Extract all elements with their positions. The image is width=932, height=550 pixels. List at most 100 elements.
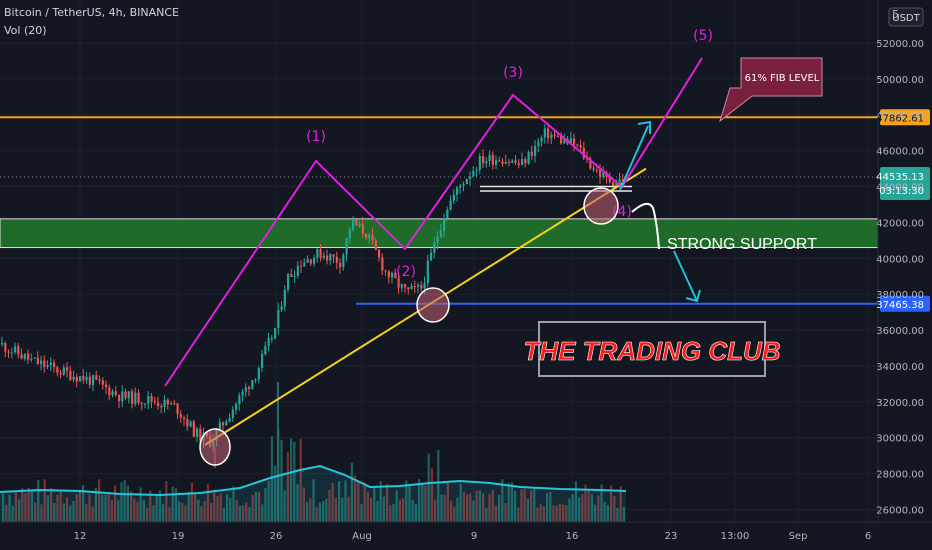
candle-body <box>556 135 559 137</box>
volume-bar <box>181 502 184 522</box>
candle <box>452 189 455 204</box>
candle <box>417 282 420 294</box>
candles <box>1 122 624 469</box>
candle-body <box>550 134 553 139</box>
volume-bar <box>386 483 389 522</box>
candle-body <box>579 145 582 148</box>
candle <box>192 419 195 438</box>
volume-bar <box>155 494 158 522</box>
candle-body <box>179 414 182 418</box>
candle <box>374 237 377 251</box>
candle-body <box>488 154 491 161</box>
candle <box>270 335 273 343</box>
candle <box>592 165 595 172</box>
candle <box>618 173 621 185</box>
candle <box>66 362 69 378</box>
candle <box>257 366 260 384</box>
candle <box>527 150 530 165</box>
volume-bar <box>165 481 168 522</box>
candle-body <box>459 185 462 188</box>
support-price-tag <box>880 295 930 312</box>
candle-body <box>189 421 192 427</box>
candle <box>290 268 293 278</box>
candle <box>602 166 605 180</box>
volume-bar <box>306 501 309 522</box>
candle-body <box>394 272 397 279</box>
candle <box>280 301 283 313</box>
candle <box>287 272 290 293</box>
price-axis <box>877 0 932 522</box>
candle <box>261 349 264 373</box>
candle <box>17 343 20 359</box>
candle-body <box>95 375 98 380</box>
fib-price-tag <box>880 109 930 126</box>
candle-body <box>433 242 436 253</box>
candle <box>92 374 95 392</box>
volume-bar <box>411 499 414 522</box>
volume-bar <box>152 505 155 522</box>
candle-body <box>439 230 442 237</box>
x-tick-label: 23 <box>665 531 678 542</box>
candle-body <box>137 392 140 403</box>
volume-bar <box>46 495 49 522</box>
volume-bar <box>571 494 574 522</box>
candle <box>309 259 312 267</box>
candle-body <box>345 238 348 255</box>
candle <box>296 261 299 279</box>
candle <box>508 158 511 167</box>
candle-body <box>319 249 322 258</box>
candle <box>118 394 121 409</box>
volume-bar <box>539 504 542 522</box>
last-price-text: 44535.13 <box>876 172 924 183</box>
candle-body <box>192 421 195 437</box>
candle-body <box>309 259 312 264</box>
candle <box>573 133 576 152</box>
volume-bar <box>59 491 62 522</box>
candle-body <box>163 399 166 407</box>
volume-bar <box>504 502 507 522</box>
candle <box>394 268 397 279</box>
currency-button-label[interactable]: USDT <box>892 13 920 24</box>
candle <box>475 166 478 177</box>
volume-bar <box>363 482 366 522</box>
candle-body <box>608 176 611 183</box>
candle-body <box>306 259 309 263</box>
volume-bar <box>69 505 72 522</box>
candle-body <box>391 272 394 278</box>
candle <box>443 213 446 237</box>
candle-body <box>322 255 325 258</box>
candle <box>540 135 543 147</box>
candle <box>23 353 26 361</box>
candle-body <box>176 403 179 415</box>
candle-body <box>602 172 605 177</box>
candle <box>384 269 387 276</box>
candle-body <box>274 327 277 339</box>
candle-body <box>543 128 546 138</box>
candle-body <box>446 209 449 219</box>
candle-body <box>407 287 410 290</box>
projection-arrow-down <box>673 250 698 302</box>
candle <box>524 156 527 168</box>
candle-body <box>430 252 433 261</box>
candle-body <box>547 128 550 139</box>
candle-body <box>560 136 563 144</box>
candle-body <box>66 367 69 371</box>
candle <box>501 157 504 167</box>
candle-body <box>280 306 283 310</box>
candle-body <box>147 395 150 404</box>
candle <box>326 249 329 265</box>
candle <box>332 254 335 264</box>
candle <box>62 364 65 376</box>
countdown-text: 03:13:30 <box>879 186 924 197</box>
candle <box>274 327 277 340</box>
volume-bar <box>581 494 584 522</box>
volume-bar <box>546 493 549 522</box>
volume-bar <box>5 504 8 522</box>
candle-body <box>69 370 72 380</box>
candle-body <box>404 284 407 288</box>
candle <box>137 389 140 405</box>
volume-bar <box>174 488 177 522</box>
y-tick-label: 38000.00 <box>876 290 924 301</box>
candle <box>173 399 176 406</box>
